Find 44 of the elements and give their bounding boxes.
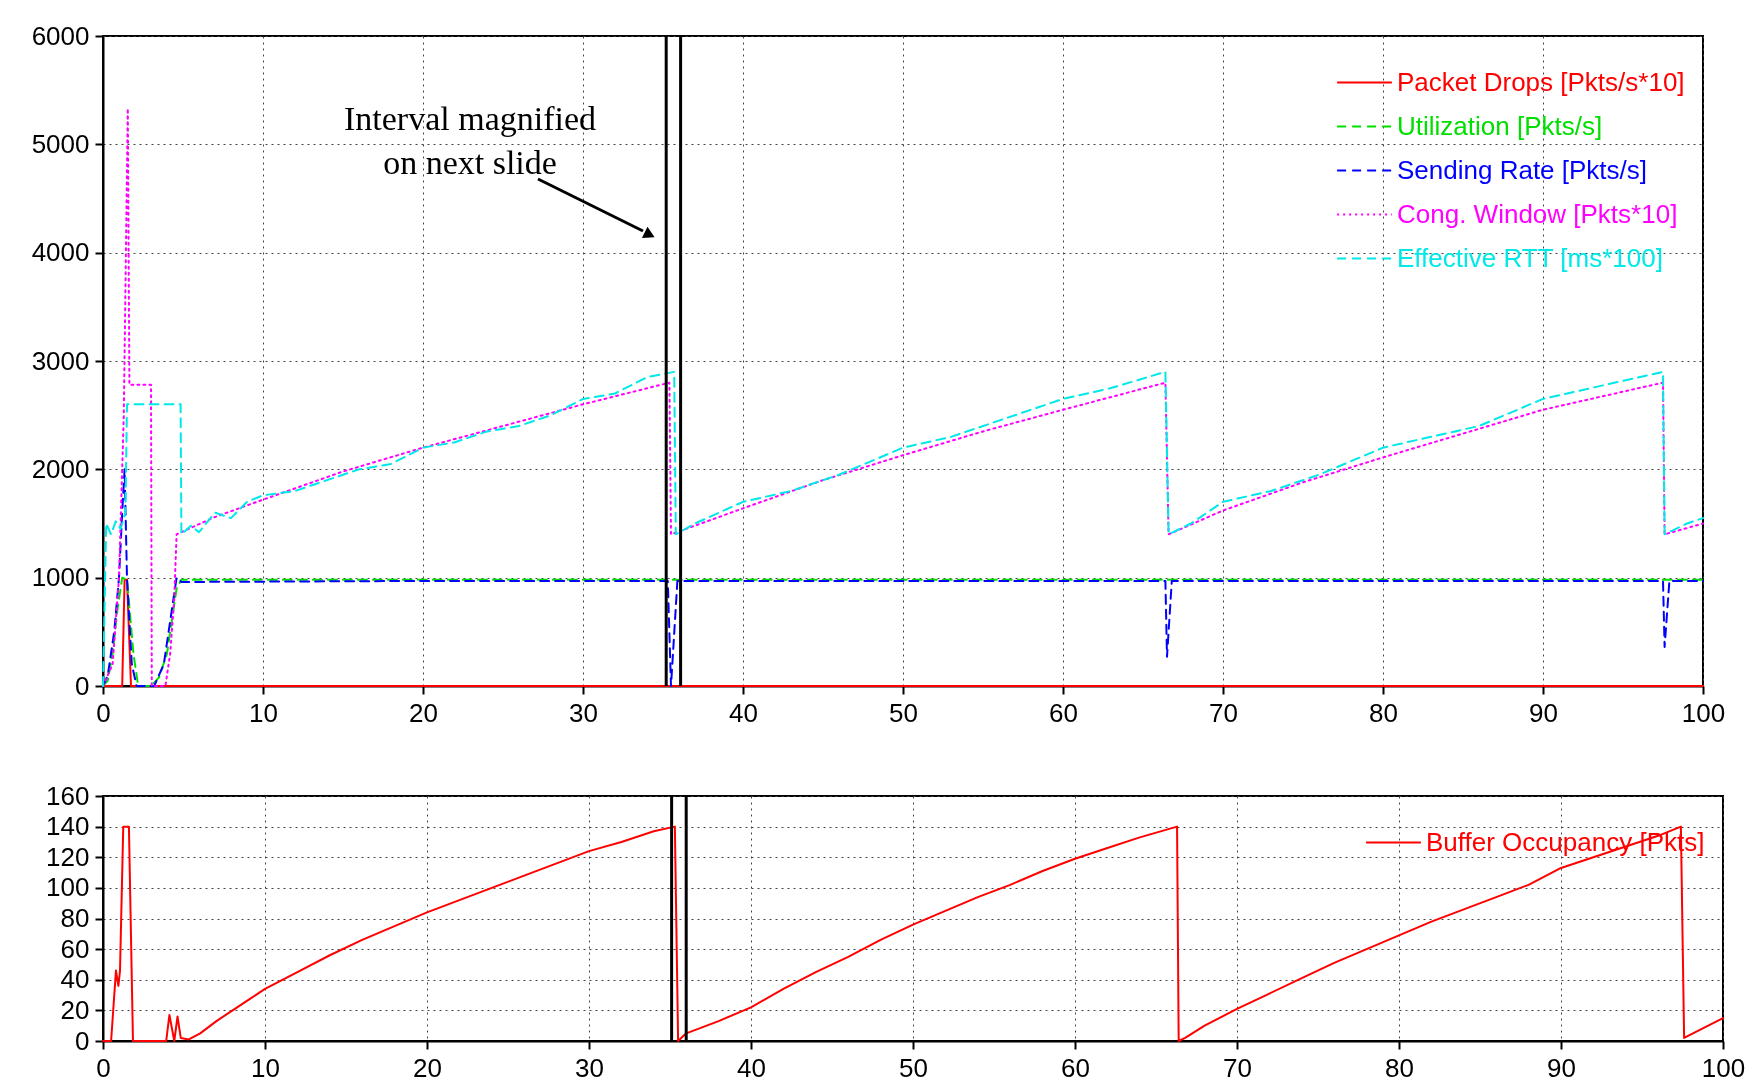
x-tick-label: 0 bbox=[96, 1052, 111, 1083]
y-tick-label: 60 bbox=[60, 933, 90, 964]
y-tick-label: 0 bbox=[75, 670, 90, 701]
y-tick-label: 3000 bbox=[31, 345, 90, 376]
y-tick-label: 0 bbox=[75, 1025, 90, 1056]
x-tick-label: 60 bbox=[1049, 697, 1078, 728]
legend-label: Sending Rate [Pkts/s] bbox=[1397, 154, 1648, 185]
x-tick-label: 50 bbox=[889, 697, 918, 728]
y-tick-label: 4000 bbox=[31, 237, 90, 268]
y-tick-label: 120 bbox=[46, 841, 90, 872]
y-tick-label: 5000 bbox=[31, 128, 90, 159]
legend-label: Packet Drops [Pkts/s*10] bbox=[1397, 66, 1685, 97]
x-tick-label: 10 bbox=[249, 697, 278, 728]
x-tick-label: 20 bbox=[413, 1052, 442, 1083]
x-tick-label: 40 bbox=[729, 697, 758, 728]
x-tick-label: 90 bbox=[1529, 697, 1558, 728]
y-tick-label: 80 bbox=[60, 903, 90, 933]
x-tick-label: 100 bbox=[1681, 697, 1726, 728]
x-tick-label: 30 bbox=[575, 1052, 604, 1083]
x-tick-label: 30 bbox=[569, 697, 598, 728]
y-tick-label: 160 bbox=[46, 780, 90, 811]
x-tick-label: 70 bbox=[1209, 697, 1238, 728]
y-tick-label: 6000 bbox=[31, 20, 90, 51]
y-tick-label: 100 bbox=[46, 872, 90, 903]
y-tick-label: 40 bbox=[60, 964, 90, 995]
x-tick-label: 80 bbox=[1369, 697, 1398, 728]
x-tick-label: 100 bbox=[1701, 1052, 1746, 1083]
annotation: Interval magnified on next slide bbox=[343, 100, 597, 181]
x-tick-label: 40 bbox=[737, 1052, 766, 1083]
y-tick-label: 2000 bbox=[31, 453, 90, 484]
x-tick-label: 0 bbox=[96, 697, 111, 728]
x-tick-label: 10 bbox=[251, 1052, 280, 1083]
y-tick-label: 140 bbox=[46, 811, 90, 842]
x-tick-label: 20 bbox=[409, 697, 438, 728]
legend-label: Cong. Window [Pkts*10] bbox=[1397, 198, 1678, 229]
x-tick-label: 90 bbox=[1547, 1052, 1576, 1083]
x-tick-label: 60 bbox=[1061, 1052, 1090, 1083]
x-tick-label: 80 bbox=[1385, 1052, 1414, 1083]
y-tick-label: 20 bbox=[60, 994, 90, 1025]
y-tick-label: 1000 bbox=[31, 562, 90, 593]
legend-label: Utilization [Pkts/s] bbox=[1397, 110, 1603, 141]
legend-label: Effective RTT [ms*100] bbox=[1397, 242, 1663, 273]
x-tick-label: 70 bbox=[1223, 1052, 1252, 1083]
x-tick-label: 50 bbox=[899, 1052, 928, 1083]
